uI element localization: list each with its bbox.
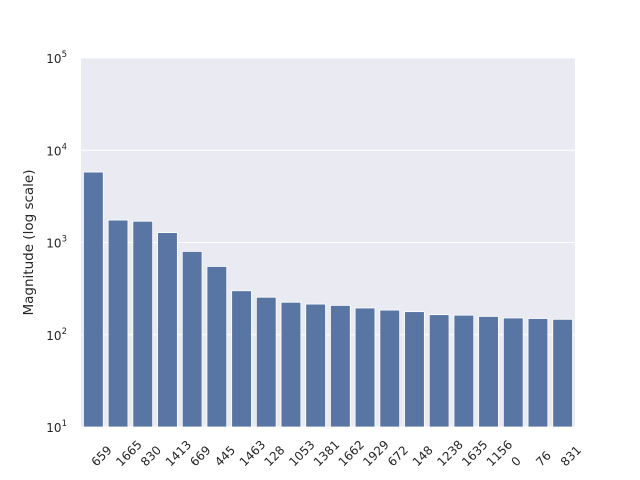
y-tick-exponent: 5 [62, 50, 67, 60]
x-tick-label: 1662 [336, 438, 367, 469]
x-tick-label: 1381 [311, 438, 342, 469]
y-tick-base: 10 [46, 52, 61, 66]
y-tick-base: 10 [46, 329, 61, 343]
y-tick-label: 104 [46, 142, 67, 158]
bar [330, 305, 351, 428]
bar [255, 296, 277, 428]
bar [379, 309, 401, 428]
bar [132, 220, 154, 428]
bar [280, 301, 302, 428]
bar [404, 311, 425, 428]
bars [83, 171, 573, 428]
y-tick-label: 101 [46, 419, 67, 435]
bar [206, 266, 228, 428]
y-axis-label: Magnitude (log scale) [21, 169, 37, 315]
bar [552, 318, 573, 428]
x-tick-label: 445 [212, 443, 238, 469]
x-axis-ticks: 6591665830141366944514631281053138116621… [89, 438, 584, 469]
x-tick-label: 0 [508, 454, 523, 469]
bar [354, 307, 376, 428]
y-tick-label: 102 [46, 327, 67, 343]
x-tick-label: 1238 [434, 438, 465, 469]
y-tick-base: 10 [46, 144, 61, 158]
x-tick-label: 659 [89, 443, 115, 469]
bar [83, 171, 104, 428]
bar [181, 251, 203, 428]
x-tick-label: 1463 [237, 438, 268, 469]
bar [453, 314, 475, 428]
x-tick-label: 1929 [360, 438, 391, 469]
bar [502, 317, 524, 428]
bar [305, 303, 326, 428]
x-tick-label: 1053 [286, 438, 317, 469]
x-tick-label: 831 [558, 443, 584, 469]
y-tick-exponent: 4 [62, 142, 67, 152]
y-tick-exponent: 3 [62, 235, 67, 245]
y-tick-label: 105 [46, 50, 67, 66]
bar [107, 219, 129, 428]
x-tick-label: 1413 [163, 438, 194, 469]
y-tick-exponent: 2 [62, 327, 67, 337]
bar [428, 314, 450, 428]
x-tick-label: 1635 [459, 438, 490, 469]
x-tick-label: 148 [410, 443, 436, 469]
y-tick-exponent: 1 [62, 419, 67, 429]
y-tick-label: 103 [46, 235, 67, 251]
x-tick-label: 1665 [113, 438, 144, 469]
bar [478, 316, 499, 428]
bar [231, 290, 252, 428]
bar [527, 318, 549, 428]
x-tick-label: 1156 [484, 438, 515, 469]
y-tick-base: 10 [46, 237, 61, 251]
y-tick-base: 10 [46, 421, 61, 435]
x-tick-label: 76 [533, 448, 554, 469]
bar [157, 232, 178, 428]
